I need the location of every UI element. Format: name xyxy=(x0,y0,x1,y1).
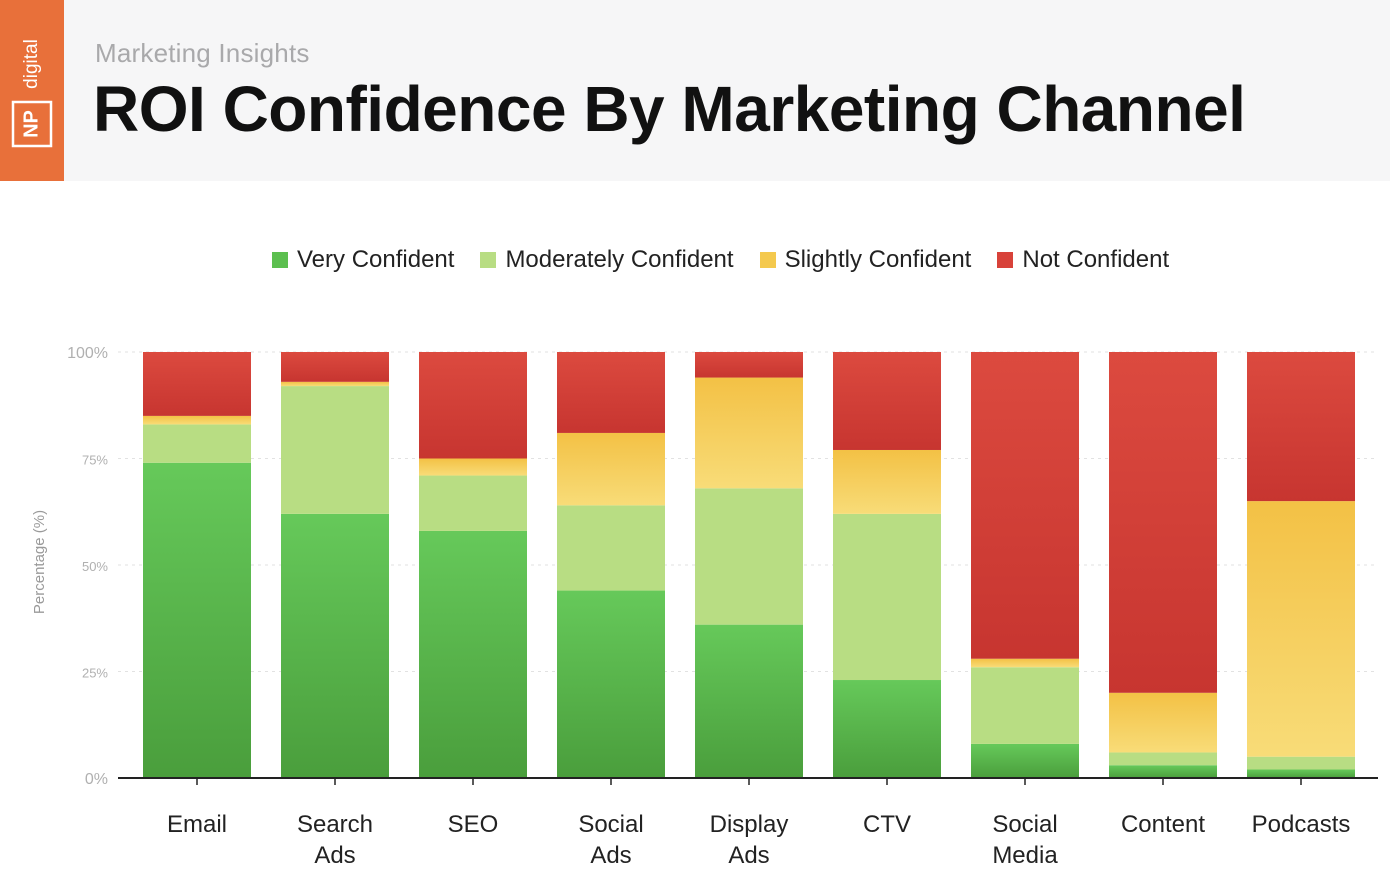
y-tick-label: 75% xyxy=(82,453,108,468)
bar-segment-not-confident xyxy=(143,352,251,416)
brand-tab: NP digital xyxy=(0,0,64,181)
y-tick-label: 0% xyxy=(85,771,108,788)
chart-legend: Very Confident Moderately Confident Slig… xyxy=(272,244,1195,276)
svg-text:NP: NP xyxy=(20,110,42,138)
bar-segment-slightly-confident xyxy=(281,381,389,387)
legend-item-very-confident: Very Confident xyxy=(272,246,454,274)
x-tick-label: CTV xyxy=(863,811,911,838)
bar-segment-not-confident xyxy=(281,352,389,382)
subtitle: Marketing Insights xyxy=(95,38,310,68)
bar-segment-very-confident xyxy=(143,462,251,778)
bar-segment-slightly-confident xyxy=(1109,692,1217,753)
bar-segment-not-confident xyxy=(1109,352,1217,693)
x-tick-label-line: Display xyxy=(710,811,789,838)
legend-item-slightly-confident: Slightly Confident xyxy=(759,246,972,274)
x-tick-label-line: CTV xyxy=(863,811,911,838)
x-tick-label-line: Ads xyxy=(314,842,355,869)
bar-segment-not-confident xyxy=(1247,352,1355,502)
bar-segment-slightly-confident xyxy=(143,415,251,425)
bar-segment-slightly-confident xyxy=(1247,501,1355,757)
x-tick-label-line: Social xyxy=(578,811,643,838)
legend-label: Moderately Confident xyxy=(505,246,734,273)
np-digital-logo: NP digital xyxy=(11,39,53,148)
x-tick-label-line: Ads xyxy=(590,842,631,869)
bar-segment-moderately-confident xyxy=(1247,756,1355,770)
bar-segment-not-confident xyxy=(695,352,803,378)
svg-text:digital: digital xyxy=(21,39,42,89)
bar-segment-very-confident xyxy=(281,513,389,778)
legend-label: Very Confident xyxy=(297,246,455,273)
x-tick-label-line: Social xyxy=(992,811,1057,838)
legend-item-moderately-confident: Moderately Confident xyxy=(480,246,734,274)
x-tick-label: Social Media xyxy=(992,811,1058,869)
x-tick-label: Podcasts xyxy=(1252,811,1351,838)
bar-segment-moderately-confident xyxy=(971,667,1079,744)
legend-label: Not Confident xyxy=(1022,246,1170,273)
bar-segment-not-confident xyxy=(971,352,1079,659)
y-tick-label: 25% xyxy=(82,666,108,681)
bar-segment-slightly-confident xyxy=(833,449,941,514)
bar-segment-moderately-confident xyxy=(143,424,251,463)
legend-swatch xyxy=(997,252,1014,268)
bar-segment-not-confident xyxy=(833,352,941,450)
y-tick-label: 50% xyxy=(82,559,108,574)
bar-segment-moderately-confident xyxy=(1109,752,1217,766)
legend-swatch xyxy=(480,252,497,268)
y-axis-label: Percentage (%) xyxy=(31,510,48,614)
x-tick-label: Display Ads xyxy=(710,811,789,869)
stacked-bar-chart: 0% 25% 50% 75% 100% Percentage (%) Email Search… xyxy=(31,345,1378,869)
bar-segment-very-confident xyxy=(695,624,803,778)
bar-segment-very-confident xyxy=(833,680,941,778)
legend-item-not-confident: Not Confident xyxy=(997,246,1169,274)
bar-segment-very-confident xyxy=(1247,769,1355,778)
bar-segment-very-confident xyxy=(1109,765,1217,778)
x-tick-label: SEO xyxy=(448,811,499,838)
x-tick-label-line: Email xyxy=(167,811,227,838)
legend-swatch xyxy=(272,252,288,268)
bar-segment-moderately-confident xyxy=(419,475,527,531)
bar-segment-slightly-confident xyxy=(419,458,527,476)
x-tick-label-line: Search xyxy=(297,811,373,838)
y-tick-label: 100% xyxy=(67,345,108,362)
x-tick-label-line: Content xyxy=(1121,811,1205,838)
bar-segment-not-confident xyxy=(419,352,527,459)
x-tick-label-line: Podcasts xyxy=(1252,811,1351,838)
x-tick-label: Social Ads xyxy=(578,811,643,869)
x-tick-label-line: Ads xyxy=(728,842,769,869)
x-tick-label: Content xyxy=(1121,811,1205,838)
x-tick-label-line: Media xyxy=(992,842,1058,869)
legend-swatch xyxy=(759,252,776,268)
header-banner: NP digital Marketing Insights ROI Confid… xyxy=(0,0,1390,181)
x-tick-label-line: SEO xyxy=(448,811,499,838)
bar-segment-not-confident xyxy=(557,352,665,433)
bar-segment-very-confident xyxy=(419,530,527,778)
x-tick-label: Search Ads xyxy=(297,811,373,869)
bar-segment-moderately-confident xyxy=(557,505,665,591)
bar-segment-moderately-confident xyxy=(833,513,941,681)
legend-label: Slightly Confident xyxy=(784,246,972,273)
bar-segment-moderately-confident xyxy=(695,488,803,625)
bar-segment-moderately-confident xyxy=(281,386,389,514)
bar-segment-very-confident xyxy=(971,743,1079,778)
bar-segment-slightly-confident xyxy=(971,658,1079,668)
bar-segment-slightly-confident xyxy=(557,432,665,506)
page-title: ROI Confidence By Marketing Channel xyxy=(93,73,1246,145)
x-tick-label: Email xyxy=(167,811,227,838)
bar-segment-very-confident xyxy=(557,590,665,778)
bar-segment-slightly-confident xyxy=(695,377,803,489)
